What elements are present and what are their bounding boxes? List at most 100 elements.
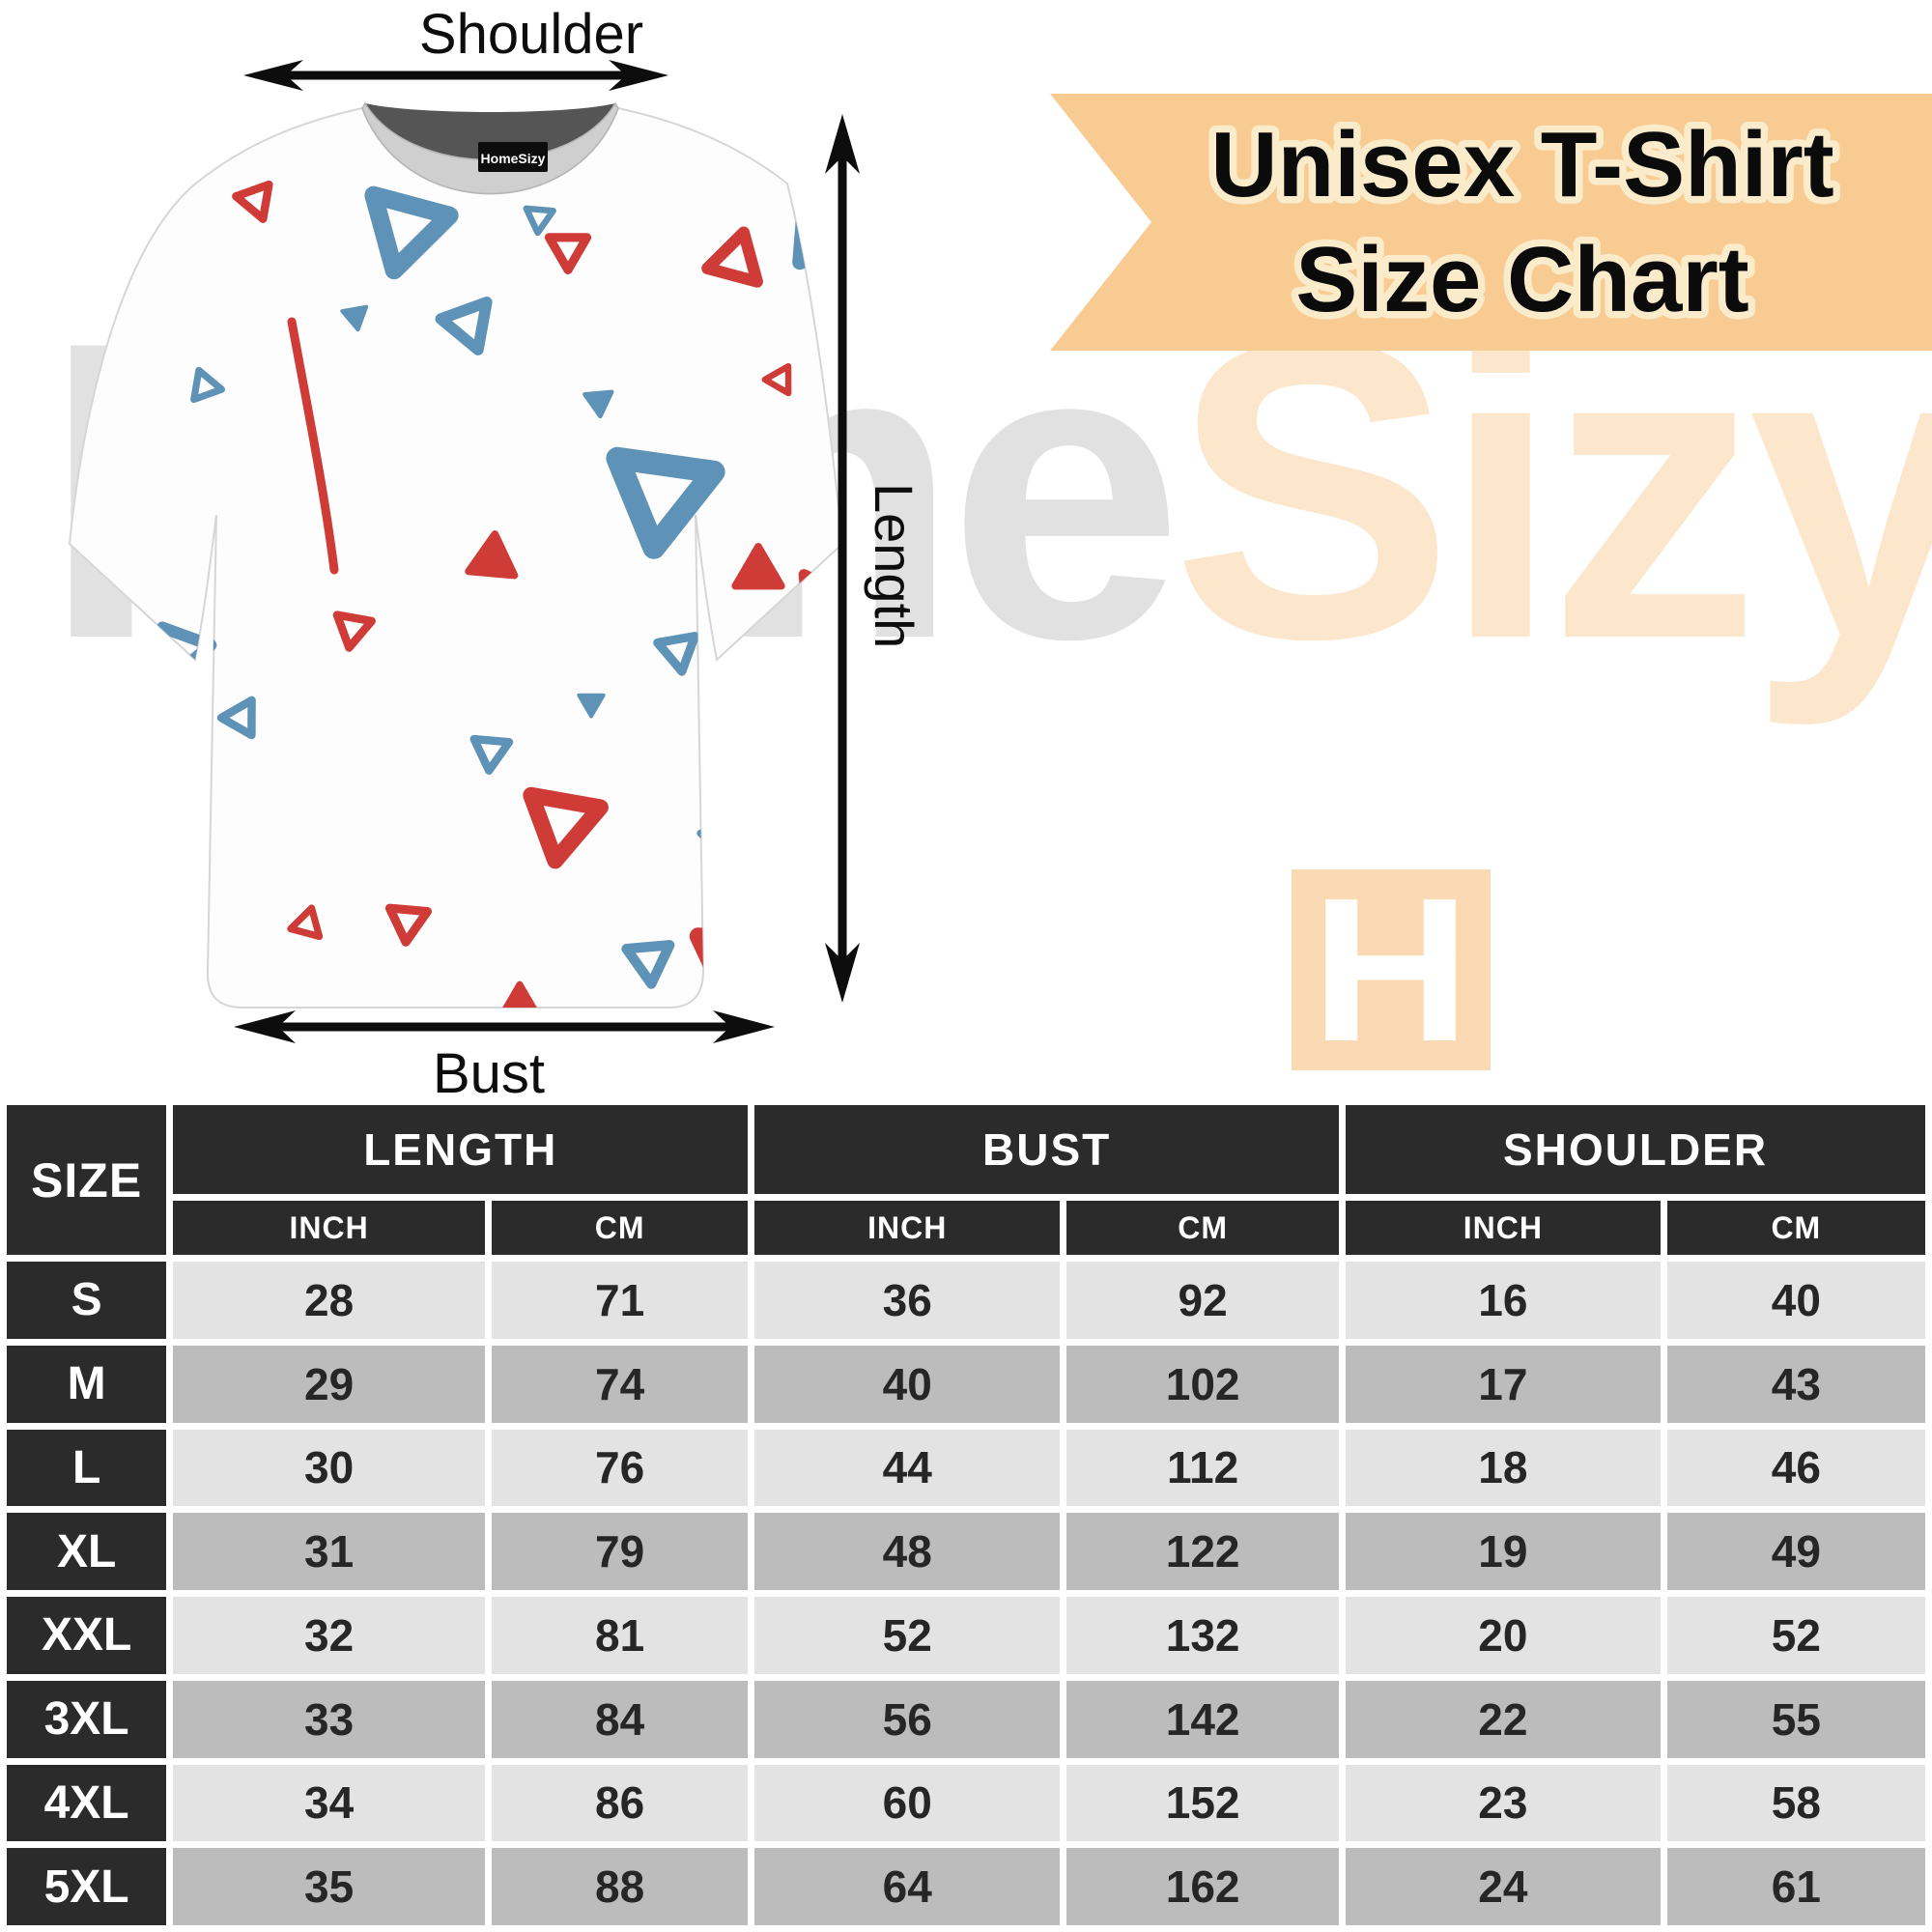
table-cell: 102 [1066,1345,1340,1423]
table-cell: 23 [1346,1764,1661,1842]
pattern-triangle [120,831,172,876]
tshirt-pattern [120,173,850,1019]
unit-header: CM [1066,1201,1340,1255]
table-cell: 20 [1346,1597,1661,1674]
table-cell: 86 [491,1764,749,1842]
pattern-triangle [148,628,212,687]
bust-arrow [234,1010,775,1043]
table-cell: 92 [1066,1262,1340,1339]
table-cell: 34 [173,1764,485,1842]
col-header-shoulder: SHOULDER [1346,1105,1925,1194]
collar-tag-label: HomeSizy [481,151,546,166]
table-cell: 36 [754,1262,1061,1339]
shoulder-arrow [243,60,668,91]
table-cell: 84 [491,1680,749,1758]
brand-logo-letter: H [1311,855,1471,1084]
row-size-label: 5XL [7,1848,167,1925]
table-cell: 17 [1346,1345,1661,1423]
row-size-label: S [7,1262,167,1339]
unit-header: CM [491,1201,749,1255]
table-cell: 32 [173,1597,485,1674]
row-size-label: 3XL [7,1680,167,1758]
table-cell: 49 [1666,1513,1925,1590]
table-row: XXL 32 81 52 132 20 52 [7,1597,1925,1674]
table-cell: 44 [754,1429,1061,1507]
brand-logo: H [1292,855,1491,1084]
title-banner-text: Unisex T-Shirt Size Chart [1204,106,1841,339]
table-row: XL 31 79 48 122 19 49 [7,1513,1925,1590]
table-cell: 43 [1666,1345,1925,1423]
table-row: 3XL 33 84 56 142 22 55 [7,1680,1925,1758]
unit-header: CM [1666,1201,1925,1255]
table-cell: 35 [173,1848,485,1925]
table-cell: 112 [1066,1429,1340,1507]
table-cell: 56 [754,1680,1061,1758]
length-arrow [825,114,860,1003]
table-cell: 76 [491,1429,749,1507]
table-row: S 28 71 36 92 16 40 [7,1262,1925,1339]
row-size-label: XL [7,1513,167,1590]
length-label: Length [864,483,924,649]
col-header-size: SIZE [7,1105,167,1255]
pattern-triangle [764,690,798,720]
table-cell: 88 [491,1848,749,1925]
table-cell: 52 [1666,1597,1925,1674]
table-cell: 71 [491,1262,749,1339]
table-cell: 31 [173,1513,485,1590]
table-row: M 29 74 40 102 17 43 [7,1345,1925,1423]
table-cell: 52 [754,1597,1061,1674]
table-row: 4XL 34 86 60 152 23 58 [7,1764,1925,1842]
table-cell: 152 [1066,1764,1340,1842]
table-cell: 122 [1066,1513,1340,1590]
table-cell: 79 [491,1513,749,1590]
unit-header: INCH [754,1201,1061,1255]
collar-tag: HomeSizy [478,142,548,172]
table-cell: 24 [1346,1848,1661,1925]
table-cell: 55 [1666,1680,1925,1758]
unit-header: INCH [173,1201,485,1255]
pattern-triangle [777,753,804,776]
table-cell: 74 [491,1345,749,1423]
table-cell: 19 [1346,1513,1661,1590]
col-header-length: LENGTH [173,1105,749,1194]
pattern-triangle [131,729,165,760]
table-cell: 81 [491,1597,749,1674]
row-size-label: 4XL [7,1764,167,1842]
table-cell: 48 [754,1513,1061,1590]
pattern-triangle [693,936,774,1008]
banner-title-line1: Unisex T-Shirt [1210,113,1833,216]
table-cell: 40 [1666,1262,1925,1339]
collar-band [361,101,619,195]
table-cell: 60 [754,1764,1061,1842]
bust-label: Bust [432,1042,546,1105]
table-group-header-row: SIZE LENGTH BUST SHOULDER [7,1105,1925,1255]
table-cell: 29 [173,1345,485,1423]
collar-tag-bg [478,142,548,172]
unit-header: INCH [1346,1201,1661,1255]
row-size-label: M [7,1345,167,1423]
table-row: L 30 76 44 112 18 46 [7,1429,1925,1507]
shoulder-label: Shoulder [418,3,644,66]
row-size-label: L [7,1429,167,1507]
table-cell: 22 [1346,1680,1661,1758]
table-cell: 30 [173,1429,485,1507]
row-size-label: XXL [7,1597,167,1674]
table-cell: 142 [1066,1680,1340,1758]
table-cell: 28 [173,1262,485,1339]
size-table: SIZE LENGTH BUST SHOULDER INCH CM INCH C… [0,1098,1932,1932]
title-banner: Unisex T-Shirt Size Chart [1050,94,1932,351]
table-unit-header-row: INCH CM INCH CM INCH CM [7,1201,1925,1255]
table-cell: 132 [1066,1597,1340,1674]
collar-inside [365,103,615,160]
table-cell: 64 [754,1848,1061,1925]
table-cell: 46 [1666,1429,1925,1507]
table-cell: 162 [1066,1848,1340,1925]
pattern-triangle [700,826,736,858]
banner-title-line2: Size Chart [1295,228,1748,331]
table-cell: 33 [173,1680,485,1758]
pattern-streak [287,317,339,575]
tshirt-image: HomeSizy [68,101,850,1019]
table-cell: 58 [1666,1764,1925,1842]
table-cell: 40 [754,1345,1061,1423]
